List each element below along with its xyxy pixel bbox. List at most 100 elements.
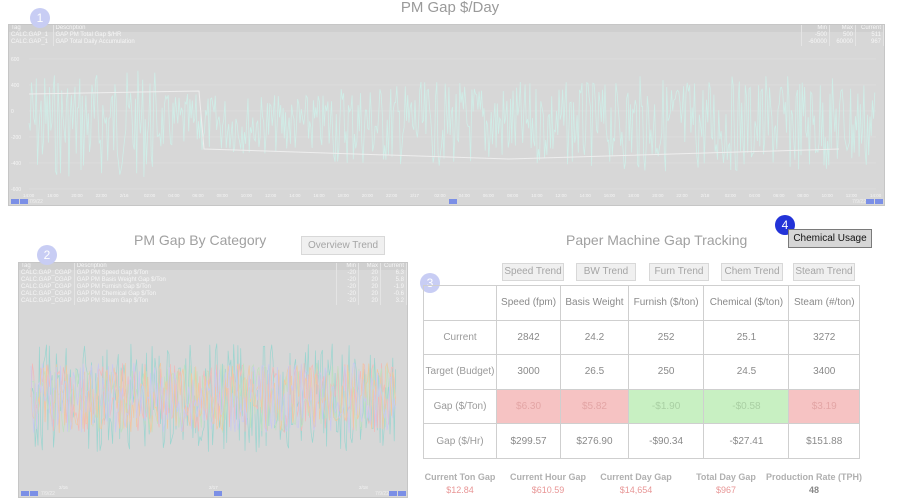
x-tick-label: 2/17 — [209, 485, 218, 490]
x-tick-label: 12:00 — [265, 193, 277, 198]
x-tick-label: 10:00 — [241, 193, 253, 198]
scroll-handle[interactable] — [214, 491, 222, 496]
legend-tag: CALC.GAP_CGAP — [19, 270, 75, 277]
legend-row[interactable]: CALC.GAP_1 GAP Total Daily Accumulation … — [9, 39, 884, 46]
pan-left-button[interactable] — [11, 199, 19, 204]
pan-right-button[interactable] — [389, 491, 397, 496]
table-cell: $151.88 — [788, 423, 860, 459]
legend-min: -20 — [336, 270, 359, 277]
table-cell: 3400 — [788, 354, 860, 390]
page-title: PM Gap $/Day — [400, 0, 500, 16]
summary-total-day-gap: Total Day Gap $967 — [688, 472, 764, 495]
x-tick-label: 02:00 — [434, 193, 446, 198]
legend-row[interactable]: CALC.GAP_CGAP GAP PM Basis Weight Gap $/… — [19, 277, 407, 284]
footer-date-right: 7/9/22 — [852, 199, 866, 205]
col-min: Min — [801, 25, 830, 32]
x-tick-label: 18:00 — [628, 193, 640, 198]
col-description: Description — [74, 263, 338, 270]
legend-description: GAP PM Chemical Gap $/Ton — [74, 291, 338, 298]
row-label: Target (Budget) — [423, 354, 497, 390]
legend-description: GAP Total Daily Accumulation — [53, 39, 802, 46]
legend-max: 20 — [358, 270, 381, 277]
legend-row[interactable]: CALC.GAP_CGAP GAP PM Steam Gap $/Ton -20… — [19, 298, 407, 305]
legend-row[interactable]: CALC.GAP_CGAP GAP PM Chemical Gap $/Ton … — [19, 291, 407, 298]
trend-chart: 2/16 2/17 2/18 — [30, 343, 396, 490]
category-series-line — [30, 363, 396, 433]
marker-1: 1 — [30, 8, 50, 28]
legend-description: GAP PM Speed Gap $/Ton — [74, 270, 338, 277]
speed-trend-button[interactable]: Speed Trend — [502, 263, 564, 281]
y-tick-label: -400 — [11, 161, 21, 167]
table-cell: 252 — [627, 319, 705, 356]
trend-plot-area[interactable]: 2/16 2/17 2/18 — [19, 313, 407, 491]
summary-value: $12.84 — [446, 485, 474, 495]
legend-description: GAP PM Furnish Gap $/Ton — [74, 284, 338, 291]
x-tick-label: 08:00 — [217, 193, 229, 198]
col-max: Max — [829, 25, 856, 32]
trend-plot-area[interactable]: 600 400 0 -200 -400 -600 14:00 16:00 20:00 22:00 2… — [9, 49, 884, 199]
scroll-handle[interactable] — [449, 199, 457, 204]
legend-tag: CALC.GAP_CGAP — [19, 298, 75, 305]
table-cell: -$27.41 — [703, 423, 790, 459]
x-tick-label: 2/18 — [359, 485, 368, 490]
row-label: Current — [423, 319, 497, 356]
table-cell: 26.5 — [560, 354, 629, 390]
pan-right-button[interactable] — [866, 199, 874, 204]
bw-trend-button[interactable]: BW Trend — [576, 263, 636, 281]
accumulation-series-line — [28, 90, 840, 160]
summary-label: Current Day Gap — [600, 472, 672, 482]
y-tick-label: -200 — [11, 135, 21, 141]
legend-tag: CALC.GAP_CGAP — [19, 284, 75, 291]
x-tick-label: 12:00 — [846, 193, 858, 198]
x-tick-label: 22:00 — [676, 193, 688, 198]
x-tick-label: 02:00 — [725, 193, 737, 198]
x-tick-label: 14:00 — [580, 193, 592, 198]
pm-gap-trend[interactable]: Tag Description Min Max Current CALC.GAP… — [8, 24, 885, 206]
x-tick-label: 16:00 — [313, 193, 325, 198]
furn-trend-button[interactable]: Furn Trend — [649, 263, 709, 281]
x-tick-label: 22:00 — [96, 193, 108, 198]
chem-trend-button[interactable]: Chem Trend — [721, 263, 783, 281]
x-tick-label: 16:00 — [47, 193, 59, 198]
col-max: Max — [358, 263, 381, 270]
tracking-title: Paper Machine Gap Tracking — [566, 232, 748, 248]
zoom-out-button[interactable] — [398, 491, 406, 496]
x-tick-label: 12:00 — [555, 193, 567, 198]
pan-left-button[interactable] — [21, 491, 29, 496]
x-tick-label: 14:00 — [23, 193, 35, 198]
summary-label: Production Rate (TPH) — [766, 472, 862, 482]
x-tick-label: 10:00 — [822, 193, 834, 198]
legend-min: -20 — [336, 277, 359, 284]
col-tag: Tag — [19, 263, 75, 270]
legend-row[interactable]: CALC.GAP_1 GAP PM Total Gap $/HR -500 50… — [9, 32, 884, 39]
legend-min: -20 — [336, 298, 359, 305]
category-trend[interactable]: Tag Description Min Max Current CALC.GAP… — [18, 262, 408, 498]
table-cell: $276.90 — [560, 423, 629, 459]
x-tick-label: 20:00 — [652, 193, 664, 198]
legend-row[interactable]: CALC.GAP_CGAP GAP PM Furnish Gap $/Ton -… — [19, 284, 407, 291]
legend-max: 20 — [358, 298, 381, 305]
x-tick-label: 04:00 — [749, 193, 761, 198]
column-header-chemical: Chemical ($/ton) — [703, 285, 790, 321]
legend-tag: CALC.GAP_1 — [9, 39, 54, 46]
zoom-button[interactable] — [30, 491, 38, 496]
summary-label: Total Day Gap — [696, 472, 756, 482]
legend-row[interactable]: CALC.GAP_CGAP GAP PM Speed Gap $/Ton -20… — [19, 270, 407, 277]
chemical-usage-button[interactable]: Chemical Usage — [788, 229, 872, 248]
x-tick-label: 18:00 — [338, 193, 350, 198]
x-tick-label: 04:00 — [459, 193, 471, 198]
summary-current-ton-gap: Current Ton Gap $12.84 — [420, 472, 500, 495]
table-cell: $299.57 — [495, 423, 562, 459]
table-row: Gap ($/Ton) $6.30 $5.82 -$1.90 -$0.58 $3… — [423, 388, 860, 425]
x-tick-label: 2/16 — [59, 485, 68, 490]
legend-description: GAP PM Total Gap $/HR — [53, 32, 802, 39]
x-tick-label: 2/18 — [701, 193, 710, 198]
overview-trend-button[interactable]: Overview Trend — [301, 236, 385, 255]
zoom-out-button[interactable] — [875, 199, 883, 204]
zoom-button[interactable] — [20, 199, 28, 204]
footer-date-left: 7/9/22 — [41, 491, 55, 497]
steam-trend-button[interactable]: Steam Trend — [793, 263, 855, 281]
column-header-steam: Steam (#/ton) — [788, 285, 860, 321]
legend-tag: CALC.GAP_1 — [9, 32, 54, 39]
